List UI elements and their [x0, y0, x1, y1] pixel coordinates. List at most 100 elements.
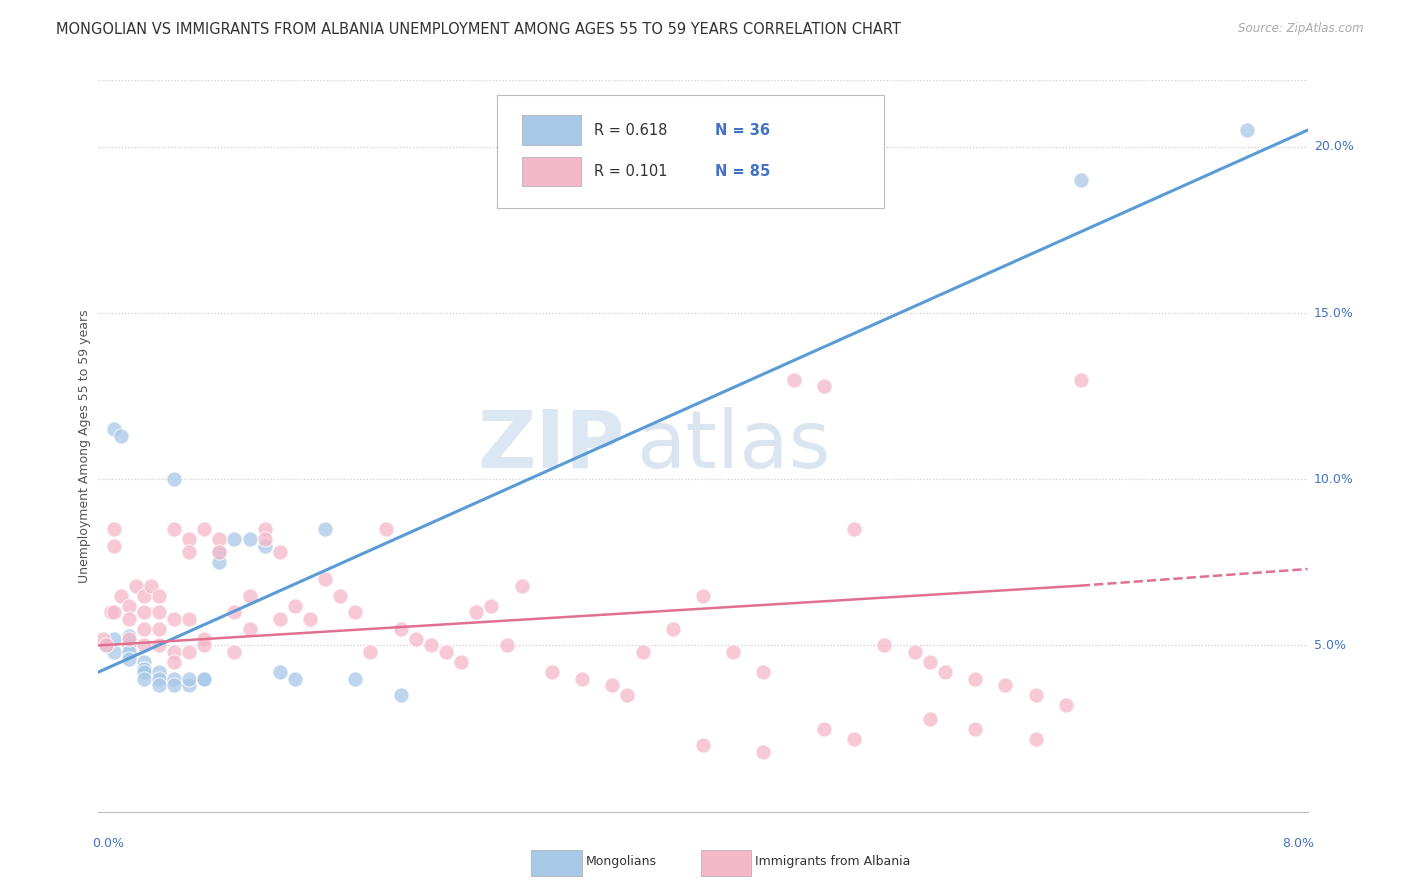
Point	[314, 522, 336, 536]
Point	[1070, 372, 1092, 386]
Point	[616, 689, 638, 703]
Text: 8.0%: 8.0%	[1282, 838, 1313, 850]
Point	[132, 662, 155, 676]
Point	[118, 645, 141, 659]
Point	[148, 678, 170, 692]
Point	[193, 639, 215, 653]
Point	[239, 532, 262, 546]
Point	[163, 645, 186, 659]
Point	[253, 539, 276, 553]
Point	[1070, 173, 1092, 187]
FancyBboxPatch shape	[700, 850, 751, 876]
Text: 15.0%: 15.0%	[1313, 307, 1354, 319]
Point	[132, 605, 155, 619]
Point	[163, 678, 186, 692]
Point	[389, 622, 412, 636]
FancyBboxPatch shape	[522, 115, 581, 145]
Point	[103, 522, 125, 536]
Point	[495, 639, 517, 653]
Point	[163, 522, 186, 536]
Point	[94, 639, 117, 653]
Point	[193, 672, 215, 686]
Point	[132, 589, 155, 603]
Point	[148, 665, 170, 679]
Point	[100, 605, 122, 619]
Text: N = 85: N = 85	[716, 164, 770, 179]
Point	[179, 612, 201, 626]
Point	[813, 722, 835, 736]
Point	[1024, 689, 1046, 703]
Point	[94, 639, 117, 653]
Point	[118, 639, 141, 653]
Point	[965, 722, 987, 736]
Point	[103, 422, 125, 436]
Point	[179, 532, 201, 546]
Point	[118, 599, 141, 613]
FancyBboxPatch shape	[522, 157, 581, 186]
Point	[148, 672, 170, 686]
Point	[132, 639, 155, 653]
Point	[389, 689, 412, 703]
Point	[1236, 123, 1258, 137]
Point	[163, 612, 186, 626]
Point	[661, 622, 683, 636]
FancyBboxPatch shape	[498, 95, 884, 209]
Point	[163, 472, 186, 486]
Point	[752, 665, 775, 679]
Text: MONGOLIAN VS IMMIGRANTS FROM ALBANIA UNEMPLOYMENT AMONG AGES 55 TO 59 YEARS CORR: MONGOLIAN VS IMMIGRANTS FROM ALBANIA UNE…	[56, 22, 901, 37]
Point	[344, 605, 367, 619]
Point	[224, 605, 246, 619]
Text: Immigrants from Albania: Immigrants from Albania	[755, 855, 910, 868]
Point	[314, 572, 336, 586]
Point	[103, 605, 125, 619]
Text: Source: ZipAtlas.com: Source: ZipAtlas.com	[1239, 22, 1364, 36]
Text: 5.0%: 5.0%	[1313, 639, 1346, 652]
Point	[163, 672, 186, 686]
Point	[118, 628, 141, 642]
Point	[163, 655, 186, 669]
Point	[299, 612, 322, 626]
Text: 10.0%: 10.0%	[1313, 473, 1354, 486]
Point	[179, 672, 201, 686]
Point	[465, 605, 488, 619]
Point	[752, 745, 775, 759]
Point	[193, 522, 215, 536]
Point	[479, 599, 503, 613]
Point	[965, 672, 987, 686]
Point	[208, 532, 231, 546]
Point	[631, 645, 654, 659]
Point	[193, 632, 215, 646]
Point	[148, 622, 170, 636]
Point	[1054, 698, 1077, 713]
Text: R = 0.618: R = 0.618	[595, 122, 668, 137]
Point	[344, 672, 367, 686]
Point	[405, 632, 427, 646]
Point	[148, 589, 170, 603]
Text: ZIP: ZIP	[477, 407, 624, 485]
Point	[540, 665, 562, 679]
Point	[571, 672, 593, 686]
Text: Mongolians: Mongolians	[586, 855, 657, 868]
Point	[813, 379, 835, 393]
Point	[224, 645, 246, 659]
Point	[284, 672, 307, 686]
Point	[374, 522, 396, 536]
Point	[118, 612, 141, 626]
Point	[253, 532, 276, 546]
Point	[269, 545, 291, 559]
Point	[179, 545, 201, 559]
Point	[269, 665, 291, 679]
Text: R = 0.101: R = 0.101	[595, 164, 668, 179]
FancyBboxPatch shape	[531, 850, 582, 876]
Point	[148, 605, 170, 619]
Point	[193, 672, 215, 686]
Point	[224, 532, 246, 546]
Point	[103, 645, 125, 659]
Point	[269, 612, 291, 626]
Text: 20.0%: 20.0%	[1313, 140, 1354, 153]
Point	[450, 655, 472, 669]
Point	[359, 645, 381, 659]
Point	[844, 522, 866, 536]
Point	[118, 632, 141, 646]
Point	[873, 639, 896, 653]
